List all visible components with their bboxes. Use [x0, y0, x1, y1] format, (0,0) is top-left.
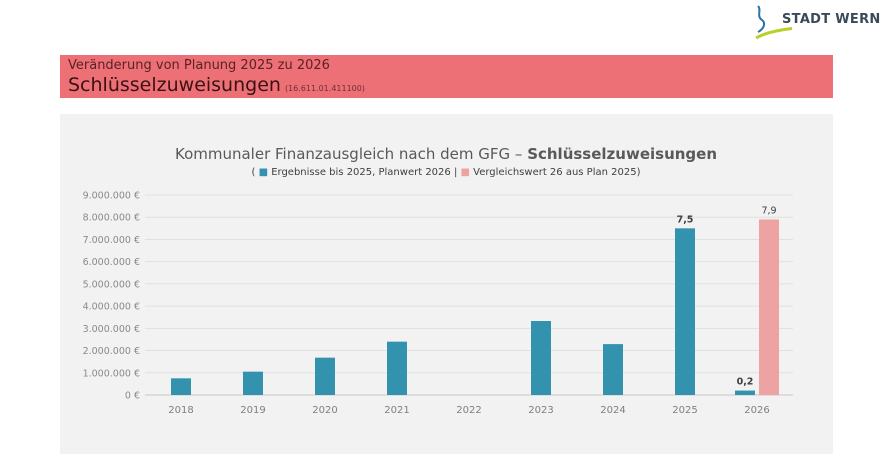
account-code: (16.611.01.411100): [284, 84, 365, 93]
legend-text-0: (: [251, 167, 258, 178]
bar-2024-series-0: [603, 344, 623, 395]
x-tick-label: 2026: [744, 405, 769, 416]
page-header: Veränderung von Planung 2025 zu 2026 Sch…: [60, 55, 833, 98]
y-tick-label: 7.000.000 €: [83, 235, 140, 246]
bar-2018-series-0: [171, 378, 191, 395]
legend-swatch-1: ■: [461, 167, 470, 178]
bar-chart: Kommunaler Finanzausgleich nach dem GFG …: [83, 145, 793, 416]
page-title-text: Schlüsselzuweisungen: [68, 74, 281, 96]
y-tick-label: 0 €: [125, 391, 140, 402]
x-tick-label: 2024: [600, 405, 625, 416]
x-tick-label: 2018: [168, 405, 193, 416]
x-tick-label: 2021: [384, 405, 409, 416]
data-label: 7,9: [761, 205, 776, 216]
chart-title-regular: Kommunaler Finanzausgleich nach dem GFG …: [175, 145, 527, 163]
chart-title: Kommunaler Finanzausgleich nach dem GFG …: [175, 145, 717, 163]
y-tick-label: 1.000.000 €: [83, 368, 140, 379]
y-tick-label: 9.000.000 €: [83, 191, 140, 202]
y-tick-label: 6.000.000 €: [83, 257, 140, 268]
x-tick-label: 2022: [456, 405, 481, 416]
city-logo: STADT WERNI: [752, 2, 880, 46]
logo-swoosh-icon: [755, 5, 792, 40]
bar-2019-series-0: [243, 371, 263, 395]
x-tick-label: 2019: [240, 405, 265, 416]
x-tick-label: 2023: [528, 405, 553, 416]
bar-2020-series-0: [315, 357, 335, 395]
x-tick-label: 2020: [312, 405, 337, 416]
y-tick-label: 3.000.000 €: [83, 324, 140, 335]
chart-title-bold: Schlüsselzuweisungen: [527, 145, 717, 163]
data-label: 7,5: [677, 214, 694, 225]
y-tick-label: 2.000.000 €: [83, 346, 140, 357]
x-tick-label: 2025: [672, 405, 697, 416]
bar-2021-series-0: [387, 341, 407, 395]
header-subtitle: Veränderung von Planung 2025 zu 2026: [68, 58, 330, 73]
y-tick-label: 5.000.000 €: [83, 279, 140, 290]
page-title: Schlüsselzuweisungen (16.611.01.411100): [68, 74, 365, 96]
chart-panel: Kommunaler Finanzausgleich nach dem GFG …: [60, 114, 833, 454]
logo-text: STADT WERNI: [782, 12, 880, 27]
y-tick-label: 8.000.000 €: [83, 213, 140, 224]
y-tick-label: 4.000.000 €: [83, 302, 140, 313]
chart-subtitle-legend: ( ■ Ergebnisse bis 2025, Planwert 2026 |…: [251, 167, 640, 178]
bar-2023-series-0: [531, 321, 551, 395]
bar-2026-series-1: [759, 219, 779, 395]
data-label: 0,2: [737, 377, 754, 388]
legend-swatch-0: ■: [259, 167, 268, 178]
legend-text-2: Vergleichswert 26 aus Plan 2025): [470, 167, 641, 178]
bar-2026-series-0: [735, 390, 755, 395]
legend-text-1: Ergebnisse bis 2025, Planwert 2026 |: [268, 167, 460, 178]
bar-2025-series-0: [675, 228, 695, 395]
